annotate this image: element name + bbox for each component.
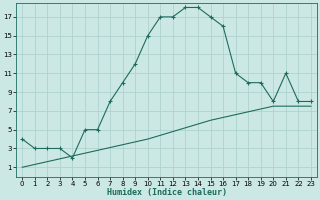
X-axis label: Humidex (Indice chaleur): Humidex (Indice chaleur) xyxy=(107,188,227,197)
